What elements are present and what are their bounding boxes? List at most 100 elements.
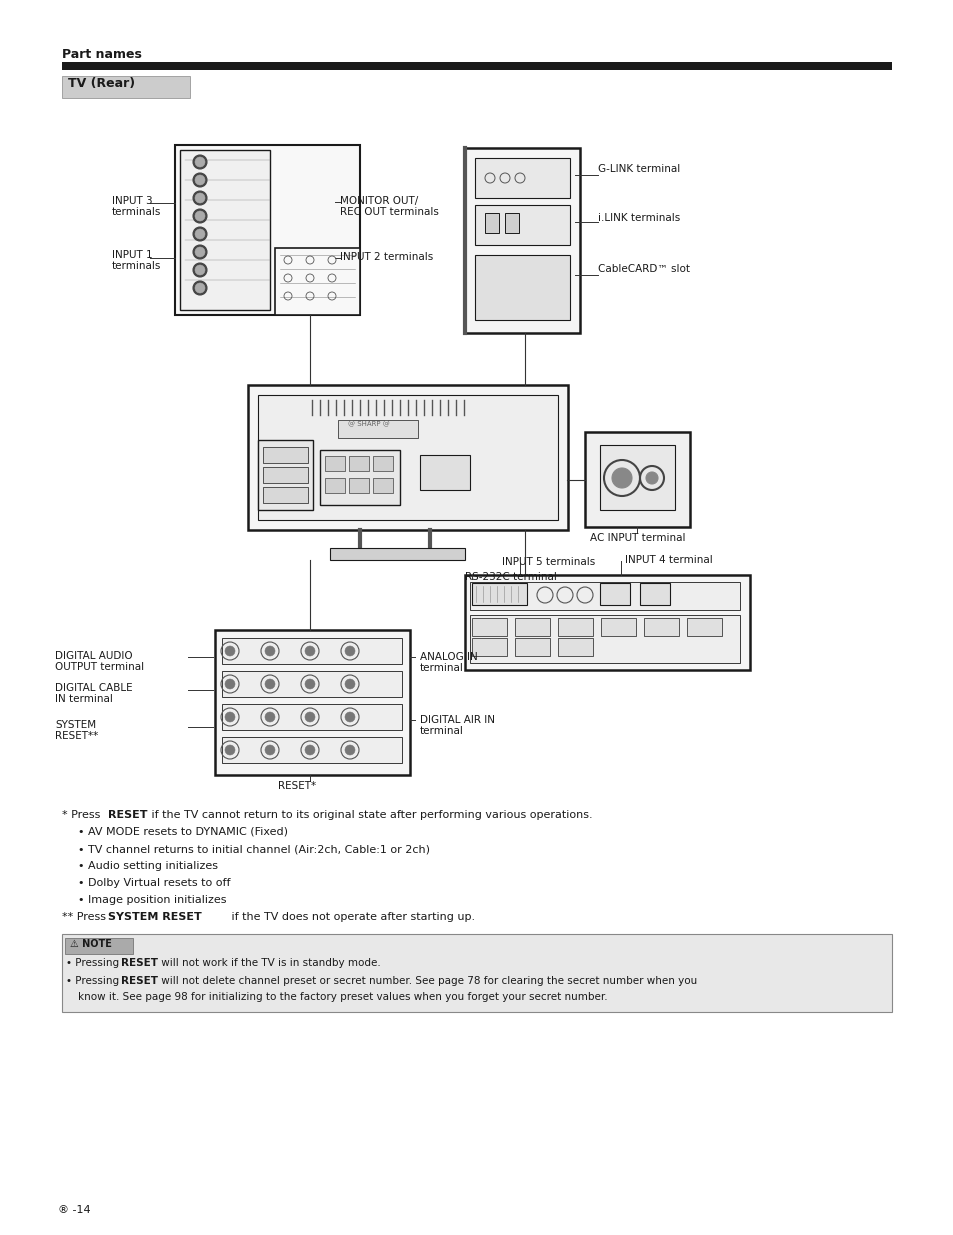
Circle shape [612,468,631,488]
Text: ** Press: ** Press [62,911,110,923]
Circle shape [645,472,658,484]
Circle shape [193,245,207,259]
Circle shape [225,646,234,656]
Circle shape [193,282,207,295]
Text: RESET: RESET [108,810,148,820]
Text: CableCARD™ slot: CableCARD™ slot [598,264,689,274]
Bar [330,548,464,559]
Circle shape [194,283,205,293]
Text: RESET: RESET [121,976,158,986]
Bar [349,456,369,471]
Circle shape [305,745,314,755]
Text: AC INPUT terminal: AC INPUT terminal [589,534,685,543]
Text: OUTPUT terminal: OUTPUT terminal [55,662,144,672]
Text: if the TV cannot return to its original state after performing various operation: if the TV cannot return to its original … [148,810,592,820]
Bar [222,638,401,664]
Text: if the TV does not operate after starting up.: if the TV does not operate after startin… [228,911,475,923]
Bar [319,450,399,505]
Text: • Image position initializes: • Image position initializes [78,895,226,905]
Circle shape [193,227,207,241]
Text: IN terminal: IN terminal [55,694,112,704]
Bar [464,148,579,333]
Bar [222,704,401,730]
Bar [257,395,558,520]
Bar [65,939,132,953]
Circle shape [305,713,314,722]
Text: INPUT 4 terminal: INPUT 4 terminal [624,555,712,564]
Text: RESET*: RESET* [277,781,315,790]
Bar [62,934,891,1011]
Text: G-LINK terminal: G-LINK terminal [598,164,679,174]
Text: MONITOR OUT/: MONITOR OUT/ [339,196,417,206]
Circle shape [265,745,274,755]
Circle shape [194,211,205,221]
Text: Part names: Part names [62,48,142,61]
Text: will not delete channel preset or secret number. See page 78 for clearing the se: will not delete channel preset or secret… [158,976,697,986]
Text: • Dolby Virtual resets to off: • Dolby Virtual resets to off [78,878,231,888]
Bar [504,212,518,233]
Text: SYSTEM: SYSTEM [55,720,96,730]
Bar [470,615,740,663]
Bar [558,638,593,656]
Circle shape [193,156,207,169]
Circle shape [345,713,355,722]
Bar [263,467,308,483]
Text: INPUT 2 terminals: INPUT 2 terminals [339,252,433,262]
Text: terminal: terminal [419,663,463,673]
Text: • Audio setting initializes: • Audio setting initializes [78,861,218,871]
Circle shape [194,266,205,275]
Text: RESET: RESET [121,958,158,968]
Circle shape [225,713,234,722]
Text: • AV MODE resets to DYNAMIC (Fixed): • AV MODE resets to DYNAMIC (Fixed) [78,827,288,837]
Circle shape [345,745,355,755]
Bar [274,248,359,315]
Text: know it. See page 98 for initializing to the factory preset values when you forg: know it. See page 98 for initializing to… [78,992,607,1002]
Bar [686,618,721,636]
Circle shape [305,646,314,656]
Circle shape [345,679,355,689]
Circle shape [225,679,234,689]
Bar [599,583,629,605]
Bar [470,582,740,610]
Circle shape [194,193,205,203]
Circle shape [225,745,234,755]
Bar [337,420,417,438]
Text: DIGITAL CABLE: DIGITAL CABLE [55,683,132,693]
Circle shape [345,646,355,656]
Bar [325,456,345,471]
Text: terminal: terminal [419,726,463,736]
Text: • Pressing: • Pressing [66,976,122,986]
Circle shape [194,228,205,240]
Bar [558,618,593,636]
Bar [643,618,679,636]
Bar [419,454,470,490]
Circle shape [193,209,207,224]
Bar [472,583,526,605]
Text: INPUT 1: INPUT 1 [112,249,152,261]
Circle shape [193,263,207,277]
Circle shape [193,191,207,205]
Bar [222,737,401,763]
Text: INPUT 5 terminals: INPUT 5 terminals [501,557,595,567]
Circle shape [194,175,205,185]
Bar [263,487,308,503]
Text: TV (Rear): TV (Rear) [68,77,135,90]
Circle shape [265,713,274,722]
Text: ⚠ NOTE: ⚠ NOTE [70,939,112,948]
Circle shape [194,247,205,257]
Bar [599,445,675,510]
Bar [214,630,410,776]
Text: INPUT 3: INPUT 3 [112,196,152,206]
Bar [373,478,393,493]
Bar [257,440,313,510]
Circle shape [305,679,314,689]
Text: ® -14: ® -14 [58,1205,91,1215]
Text: i.LINK terminals: i.LINK terminals [598,212,679,224]
Text: ANALOG IN: ANALOG IN [419,652,477,662]
Text: DIGITAL AUDIO: DIGITAL AUDIO [55,651,132,661]
Bar [472,618,506,636]
Text: terminals: terminals [112,261,161,270]
Bar [475,254,569,320]
Circle shape [265,679,274,689]
Bar [584,432,689,527]
